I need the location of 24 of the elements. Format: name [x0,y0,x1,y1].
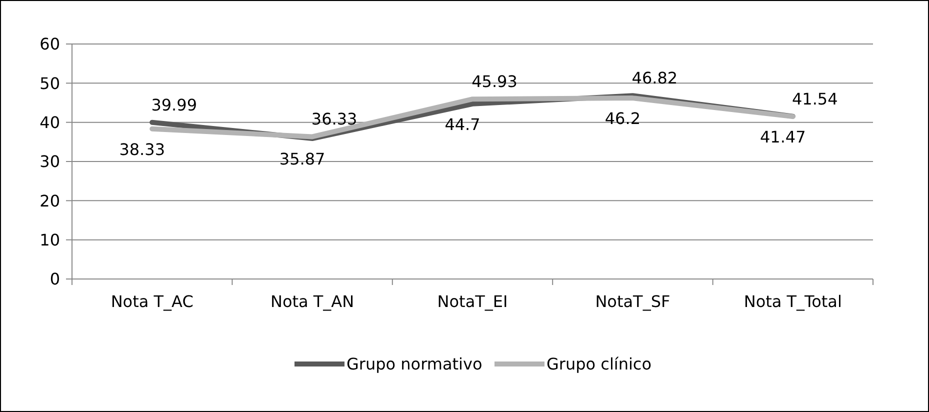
x-tick-label: Nota T_AN [270,292,354,311]
data-label: 46.2 [604,109,641,128]
data-label: 38.33 [119,140,166,159]
x-tick-label: Nota T_AC [110,292,194,311]
x-tick-label: NotaT_EI [437,292,508,311]
data-label: 36.33 [311,110,358,129]
legend-label: Grupo normativo [346,354,482,374]
y-tick-label: 60 [40,34,60,54]
y-tick-label: 10 [40,230,60,250]
legend-label: Grupo clínico [546,354,652,374]
data-label: 41.54 [792,89,838,108]
data-label: 41.47 [760,128,806,147]
data-label: 46.82 [632,68,678,88]
x-tick-label: NotaT_SF [595,292,670,311]
y-tick-label: 0 [50,270,60,289]
y-tick-label: 30 [40,152,60,172]
y-tick-label: 50 [40,74,60,93]
data-label: 35.87 [279,150,326,169]
y-tick-label: 20 [40,191,60,210]
data-label: 39.99 [151,95,198,114]
data-label: 45.93 [472,72,518,92]
y-tick-label: 40 [40,112,60,132]
data-label: 44.7 [444,114,480,134]
x-tick-label: Nota T_Total [744,292,842,311]
